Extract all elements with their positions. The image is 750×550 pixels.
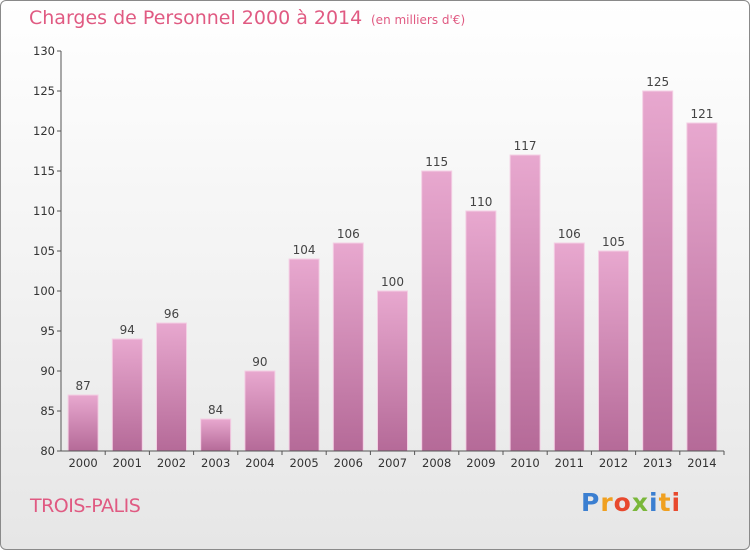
data-label: 117 [514, 139, 537, 153]
data-label: 104 [293, 243, 316, 257]
y-tick-label: 95 [40, 324, 55, 338]
logo-letter: r [600, 488, 614, 517]
data-label: 100 [381, 275, 404, 289]
data-label: 110 [469, 195, 492, 209]
data-label: 90 [252, 355, 267, 369]
x-tick-label: 2009 [466, 456, 495, 470]
y-tick-label: 100 [33, 284, 55, 298]
x-tick-label: 2013 [643, 456, 672, 470]
data-label: 106 [337, 227, 360, 241]
x-tick-label: 2011 [555, 456, 584, 470]
y-tick-label: 125 [33, 84, 55, 98]
bar [377, 290, 408, 452]
logo-letter: t [658, 488, 672, 517]
x-tick-label: 2012 [599, 456, 628, 470]
bar [465, 210, 497, 452]
bar [244, 370, 276, 452]
proxiti-logo: Proxiti [581, 488, 681, 517]
logo-letter: i [671, 488, 682, 517]
city-name: TROIS-PALIS [30, 495, 141, 517]
x-tick-label: 2003 [201, 456, 230, 470]
bar [288, 258, 320, 452]
logo-letter: o [613, 488, 632, 517]
bar [156, 322, 187, 452]
data-label: 125 [646, 75, 669, 89]
x-tick-label: 2005 [289, 456, 318, 470]
x-tick-label: 2010 [510, 456, 539, 470]
x-tick-label: 2004 [245, 456, 274, 470]
chart-subtitle: (en milliers d'€) [371, 13, 466, 27]
y-tick-label: 110 [33, 204, 55, 218]
y-tick-label: 85 [40, 404, 55, 418]
x-tick-label: 2014 [687, 456, 716, 470]
logo-letter: P [581, 488, 601, 517]
bar [67, 394, 99, 452]
x-tick-label: 2007 [378, 456, 407, 470]
data-label: 106 [558, 227, 581, 241]
x-tick-label: 2006 [334, 456, 363, 470]
data-label: 94 [120, 323, 135, 337]
data-label: 87 [75, 379, 90, 393]
x-tick-label: 2002 [157, 456, 186, 470]
y-tick-label: 105 [33, 244, 55, 258]
bar [111, 338, 143, 452]
bar [553, 242, 585, 452]
bar [686, 122, 718, 452]
bar [421, 170, 453, 452]
bar [509, 154, 541, 452]
logo-letter: i [649, 488, 659, 517]
logo-letter: x [631, 488, 649, 517]
y-tick-label: 130 [33, 44, 55, 58]
x-tick-label: 2001 [113, 456, 142, 470]
y-tick-label: 90 [40, 364, 55, 378]
data-label: 121 [690, 107, 713, 121]
x-tick-label: 2008 [422, 456, 451, 470]
y-tick-label: 120 [33, 124, 55, 138]
data-label: 96 [164, 307, 179, 321]
data-label: 115 [425, 155, 448, 169]
bar [598, 250, 629, 452]
chart-title: Charges de Personnel 2000 à 2014 [29, 7, 363, 29]
y-tick-label: 115 [33, 164, 55, 178]
y-tick-label: 80 [40, 444, 55, 458]
bar [200, 418, 232, 452]
x-tick-label: 2000 [68, 456, 97, 470]
data-label: 105 [602, 235, 625, 249]
bar [642, 90, 674, 452]
bar [332, 242, 364, 452]
data-label: 84 [208, 403, 223, 417]
